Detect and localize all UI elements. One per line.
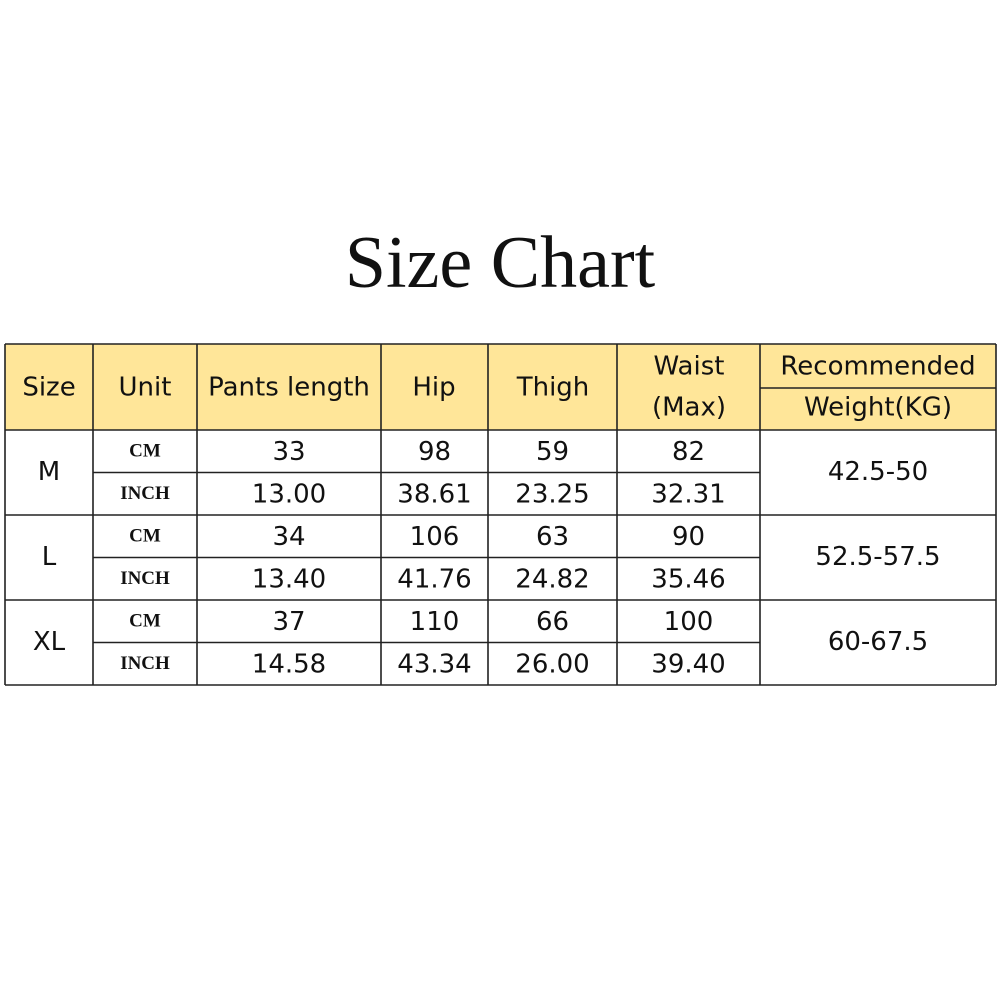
header-background [5,344,996,430]
weight-cell: 42.5-50 [828,457,928,487]
value-cell: 38.61 [397,479,471,509]
size-cell: XL [33,627,66,657]
value-cell: 41.76 [397,564,471,594]
value-cell: 32.31 [651,479,725,509]
value-cell: 13.00 [252,479,326,509]
value-cell: 33 [272,437,305,467]
title: Size Chart [345,222,656,304]
unit-cell: INCH [120,483,170,504]
value-cell: 82 [672,437,705,467]
value-cell: 59 [536,437,569,467]
value-cell: 66 [536,607,569,637]
header-cell: Weight(KG) [804,393,952,423]
value-cell: 26.00 [515,649,589,679]
header-cell: Recommended [780,352,975,382]
header-cell: Hip [412,373,455,403]
value-cell: 110 [410,607,460,637]
weight-cell: 60-67.5 [828,627,928,657]
size-cell: M [38,457,60,487]
header-cell: Size [22,373,75,403]
unit-cell: CM [129,526,161,547]
unit-cell: CM [129,441,161,462]
value-cell: 37 [272,607,305,637]
value-cell: 14.58 [252,649,326,679]
value-cell: 43.34 [397,649,471,679]
value-cell: 34 [272,522,305,552]
value-cell: 100 [664,607,714,637]
value-cell: 35.46 [651,564,725,594]
unit-cell: INCH [120,568,170,589]
value-cell: 106 [410,522,460,552]
value-cell: 98 [418,437,451,467]
value-cell: 90 [672,522,705,552]
unit-cell: CM [129,611,161,632]
value-cell: 24.82 [515,564,589,594]
unit-cell: INCH [120,653,170,674]
header-cell: (Max) [652,393,726,423]
header-cell: Waist [654,352,725,382]
size-cell: L [42,542,57,572]
value-cell: 13.40 [252,564,326,594]
header-cell: Unit [119,373,172,403]
header-cell: Pants length [208,373,370,403]
value-cell: 39.40 [651,649,725,679]
weight-cell: 52.5-57.5 [815,542,940,572]
value-cell: 23.25 [515,479,589,509]
header-cell: Thigh [516,373,590,403]
value-cell: 63 [536,522,569,552]
